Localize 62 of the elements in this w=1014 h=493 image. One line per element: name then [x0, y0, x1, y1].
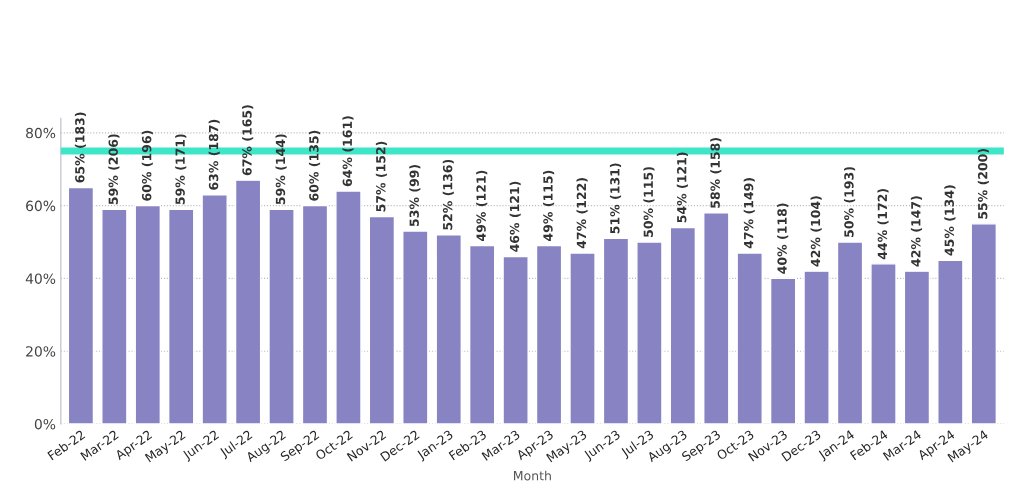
data-label: 45% (134): [944, 185, 956, 256]
data-label: 52% (136): [442, 159, 454, 230]
bar: [301, 204, 329, 424]
bar: [67, 186, 95, 424]
data-label: 49% (115): [543, 170, 555, 241]
data-label: 60% (135): [308, 130, 321, 201]
bar: [836, 241, 864, 424]
data-label: 57% (152): [375, 141, 387, 212]
data-label: 54% (121): [676, 152, 688, 223]
bar: [101, 208, 128, 424]
bar: [602, 237, 630, 424]
bar: [468, 244, 496, 424]
data-label: 46% (121): [509, 181, 521, 252]
y-tick-label: 80%: [26, 127, 56, 139]
data-label: 63% (187): [208, 119, 220, 190]
bar: [134, 204, 162, 424]
bar: [201, 194, 228, 424]
bar: [736, 252, 763, 424]
bar: [268, 208, 295, 424]
data-label: 67% (165): [242, 105, 254, 176]
data-label: 51% (131): [609, 163, 622, 234]
data-label: 40% (118): [777, 203, 789, 274]
bar: [769, 277, 797, 424]
y-tick-label: 60%: [26, 200, 56, 212]
data-label: 44% (172): [877, 188, 889, 260]
bar: [703, 212, 730, 424]
data-label: 65% (183): [74, 112, 86, 183]
bar: [569, 252, 596, 424]
bar: [970, 223, 998, 424]
bar: [402, 230, 429, 424]
data-label: 49% (121): [476, 170, 488, 241]
bar: [903, 270, 931, 424]
data-label: 53% (99): [409, 164, 421, 226]
data-label: 47% (122): [576, 178, 588, 249]
data-label: 50% (115): [643, 167, 655, 237]
data-label: 55% (200): [977, 148, 989, 219]
bar: [535, 244, 563, 424]
bar: [335, 190, 362, 424]
bar: [803, 270, 830, 424]
data-label: 59% (206): [108, 134, 120, 205]
bar: [937, 259, 964, 424]
y-tick-label: 20%: [26, 346, 56, 357]
bar: [435, 234, 462, 424]
data-label: 42% (147): [910, 196, 923, 267]
data-label: 42% (104): [810, 196, 822, 267]
data-label: 64% (161): [342, 116, 354, 187]
data-label: 47% (149): [743, 178, 755, 249]
bar: [234, 179, 262, 424]
data-label: 58% (158): [710, 138, 722, 208]
bar: [167, 208, 195, 424]
data-label: 59% (144): [275, 134, 287, 205]
bar: [368, 215, 396, 424]
bar: [636, 241, 663, 424]
data-label: 50% (193): [844, 167, 856, 237]
data-label: 60% (196): [141, 130, 153, 201]
x-axis-title: Month: [513, 470, 551, 481]
y-tick-label: 0%: [34, 418, 56, 430]
bar: [502, 255, 529, 424]
y-tick-label: 40%: [25, 273, 56, 284]
bar: [669, 226, 697, 424]
bar: [870, 263, 897, 424]
data-label: 59% (171): [175, 134, 187, 205]
